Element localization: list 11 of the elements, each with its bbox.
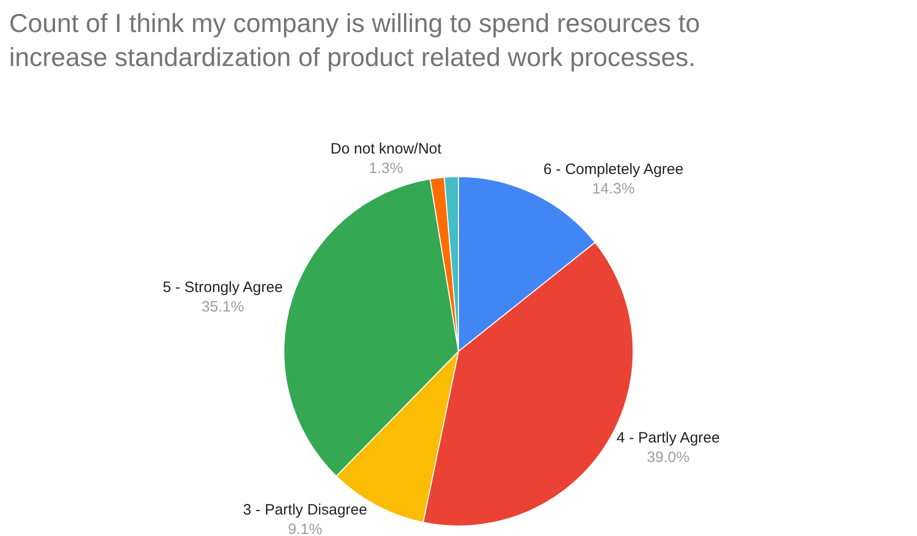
data-label: 35.1%	[202, 298, 244, 316]
slice-label: 5 - Strongly Agree	[162, 278, 283, 296]
slice-label: 6 - Completely Agree	[543, 160, 684, 178]
slice-label: 4 - Partly Agree	[616, 430, 720, 446]
data-label: 1.3%	[368, 160, 404, 177]
data-label: 14.3%	[592, 180, 635, 198]
data-label: 9.1%	[288, 520, 322, 536]
data-label: 39.0%	[646, 449, 690, 466]
chart-title: Count of I think my company is willing to spend resources to increase standardization of product related work processes.	[9, 8, 700, 72]
slice-label: Do not know/Not	[330, 140, 442, 158]
slice-label: 3 - Partly Disagree	[243, 501, 368, 518]
